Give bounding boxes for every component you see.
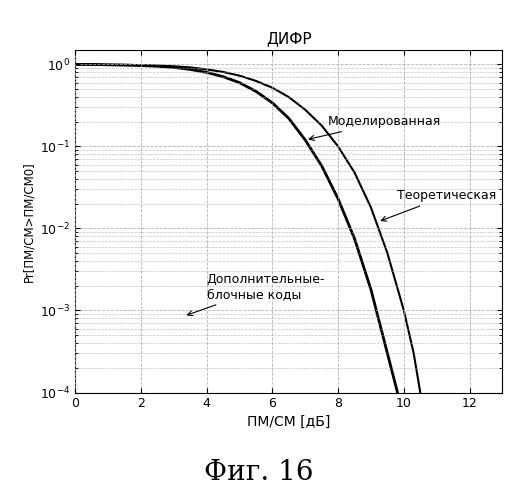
Title: ДИФР: ДИФР	[266, 31, 312, 46]
Y-axis label: Pr[ПМ/СМ>ПМ/СМ0]: Pr[ПМ/СМ>ПМ/СМ0]	[23, 161, 36, 282]
Text: Дополнительные-
блочные коды: Дополнительные- блочные коды	[188, 273, 325, 316]
Text: Фиг. 16: Фиг. 16	[204, 459, 314, 486]
Text: Моделированная: Моделированная	[309, 116, 441, 140]
Text: Теоретическая: Теоретическая	[381, 190, 497, 221]
X-axis label: ПМ/СМ [дБ]: ПМ/СМ [дБ]	[247, 414, 330, 428]
